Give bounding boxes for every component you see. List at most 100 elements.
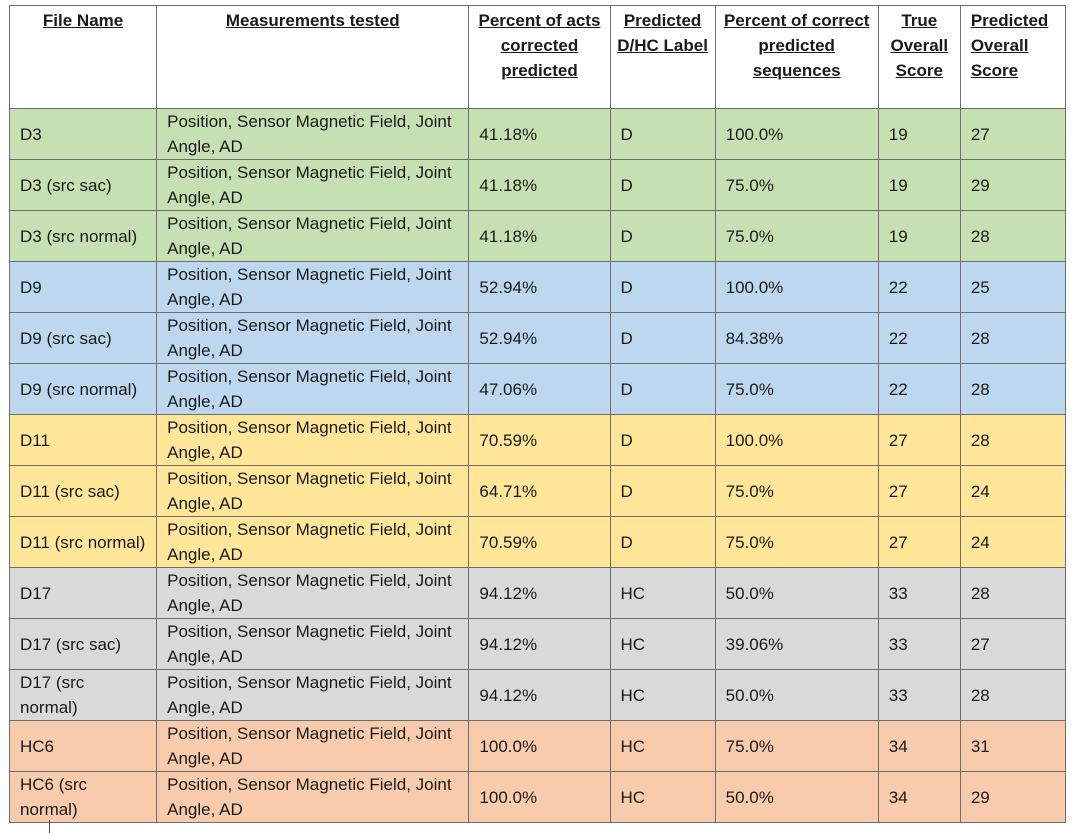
cell-predicted-label: HC (609, 567, 716, 619)
cell-true-score: 34 (877, 771, 961, 823)
cell-true-score: 33 (877, 618, 961, 670)
cell-file-name: D9 (src sac) (8, 312, 158, 364)
cell-measurements: Position, Sensor Magnetic Field, Joint A… (156, 720, 470, 772)
cell-predicted-label: HC (609, 720, 716, 772)
cell-percent-acts: 94.12% (468, 669, 611, 721)
table-header: File Name Measurements tested Percent of… (8, 5, 1067, 109)
cell-predicted-score: 28 (959, 210, 1067, 262)
cell-percent-acts: 47.06% (468, 363, 611, 415)
table-row: HC6 Position, Sensor Magnetic Field, Join… (8, 720, 1067, 772)
cell-predicted-score: 29 (959, 159, 1067, 211)
cell-predicted-label: D (609, 414, 716, 466)
cell-true-score: 22 (877, 261, 961, 313)
cell-true-score: 34 (877, 720, 961, 772)
table-row: D3 (src normal) Position, Sensor Magnetic… (8, 210, 1067, 262)
cell-file-name: D9 (8, 261, 158, 313)
cell-percent-acts: 70.59% (468, 414, 611, 466)
cell-measurements: Position, Sensor Magnetic Field, Joint A… (156, 312, 470, 364)
cell-percent-acts: 52.94% (468, 261, 611, 313)
cell-percent-acts: 41.18% (468, 159, 611, 211)
table-row: D17 (src sac) Position, Sensor Magnetic F… (8, 618, 1067, 670)
cell-predicted-score: 31 (959, 720, 1067, 772)
header-file-name: File Name (8, 5, 158, 109)
cell-percent-sequences: 84.38% (714, 312, 879, 364)
cell-file-name: D11 (src normal) (8, 516, 158, 568)
cell-true-score: 27 (877, 414, 961, 466)
cell-percent-acts: 41.18% (468, 108, 611, 160)
cell-file-name: D9 (src normal) (8, 363, 158, 415)
header-predicted-label: Predicted D/HC Label (609, 5, 716, 109)
cell-predicted-score: 24 (959, 516, 1067, 568)
table-row: D17 (src normal) Position, Sensor Magneti… (8, 669, 1067, 721)
cell-file-name: HC6 (8, 720, 158, 772)
header-predicted-overall-score: Predicted Overall Score (959, 5, 1067, 109)
results-table: File Name Measurements tested Percent of… (8, 5, 1067, 823)
table-row: D11 Position, Sensor Magnetic Field, Join… (8, 414, 1067, 466)
header-percent-correct-sequences: Percent of correct predicted sequences (714, 5, 879, 109)
cell-true-score: 19 (877, 108, 961, 160)
text-cursor-mark (49, 820, 50, 833)
cell-percent-sequences: 39.06% (714, 618, 879, 670)
cell-measurements: Position, Sensor Magnetic Field, Joint A… (156, 669, 470, 721)
table-row: D11 (src normal) Position, Sensor Magneti… (8, 516, 1067, 568)
cell-measurements: Position, Sensor Magnetic Field, Joint A… (156, 516, 470, 568)
header-measurements-tested: Measurements tested (156, 5, 470, 109)
cell-predicted-score: 28 (959, 363, 1067, 415)
table-row: D9 Position, Sensor Magnetic Field, Joint… (8, 261, 1067, 313)
cell-percent-acts: 100.0% (468, 720, 611, 772)
cell-percent-sequences: 75.0% (714, 159, 879, 211)
cell-measurements: Position, Sensor Magnetic Field, Joint A… (156, 108, 470, 160)
cell-percent-sequences: 100.0% (714, 108, 879, 160)
cell-measurements: Position, Sensor Magnetic Field, Joint A… (156, 261, 470, 313)
cell-measurements: Position, Sensor Magnetic Field, Joint A… (156, 567, 470, 619)
cell-predicted-score: 27 (959, 108, 1067, 160)
cell-percent-acts: 41.18% (468, 210, 611, 262)
cell-predicted-score: 28 (959, 312, 1067, 364)
cell-measurements: Position, Sensor Magnetic Field, Joint A… (156, 414, 470, 466)
cell-file-name: D17 (8, 567, 158, 619)
cell-percent-acts: 94.12% (468, 618, 611, 670)
cell-percent-sequences: 50.0% (714, 771, 879, 823)
header-row: File Name Measurements tested Percent of… (8, 5, 1067, 109)
header-percent-acts-correct: Percent of acts corrected predicted (468, 5, 611, 109)
cell-predicted-label: D (609, 210, 716, 262)
cell-measurements: Position, Sensor Magnetic Field, Joint A… (156, 210, 470, 262)
cell-percent-sequences: 100.0% (714, 261, 879, 313)
cell-predicted-score: 24 (959, 465, 1067, 517)
cell-file-name: D3 (8, 108, 158, 160)
cell-measurements: Position, Sensor Magnetic Field, Joint A… (156, 159, 470, 211)
table-row: D3 (src sac) Position, Sensor Magnetic Fi… (8, 159, 1067, 211)
cell-predicted-label: D (609, 108, 716, 160)
cell-predicted-label: D (609, 516, 716, 568)
cell-percent-acts: 52.94% (468, 312, 611, 364)
table-row: D9 (src sac) Position, Sensor Magnetic Fi… (8, 312, 1067, 364)
cell-predicted-score: 28 (959, 567, 1067, 619)
cell-file-name: D17 (src normal) (8, 669, 158, 721)
cell-file-name: HC6 (src normal) (8, 771, 158, 823)
cell-true-score: 19 (877, 159, 961, 211)
cell-predicted-label: D (609, 465, 716, 517)
cell-true-score: 27 (877, 516, 961, 568)
cell-percent-sequences: 75.0% (714, 516, 879, 568)
cell-true-score: 22 (877, 312, 961, 364)
cell-file-name: D17 (src sac) (8, 618, 158, 670)
cell-percent-sequences: 75.0% (714, 363, 879, 415)
table-body: D3 Position, Sensor Magnetic Field, Joint… (8, 108, 1067, 823)
cell-percent-acts: 100.0% (468, 771, 611, 823)
cell-true-score: 19 (877, 210, 961, 262)
cell-measurements: Position, Sensor Magnetic Field, Joint A… (156, 618, 470, 670)
cell-predicted-score: 27 (959, 618, 1067, 670)
cell-predicted-score: 29 (959, 771, 1067, 823)
cell-predicted-score: 25 (959, 261, 1067, 313)
cell-true-score: 33 (877, 669, 961, 721)
cell-percent-sequences: 50.0% (714, 669, 879, 721)
cell-percent-sequences: 75.0% (714, 720, 879, 772)
table-row: D11 (src sac) Position, Sensor Magnetic F… (8, 465, 1067, 517)
cell-file-name: D11 (8, 414, 158, 466)
table-row: D9 (src normal) Position, Sensor Magnetic… (8, 363, 1067, 415)
cell-percent-sequences: 100.0% (714, 414, 879, 466)
header-true-overall-score: True Overall Score (877, 5, 961, 109)
cell-predicted-label: HC (609, 618, 716, 670)
cell-predicted-score: 28 (959, 414, 1067, 466)
cell-measurements: Position, Sensor Magnetic Field, Joint A… (156, 363, 470, 415)
